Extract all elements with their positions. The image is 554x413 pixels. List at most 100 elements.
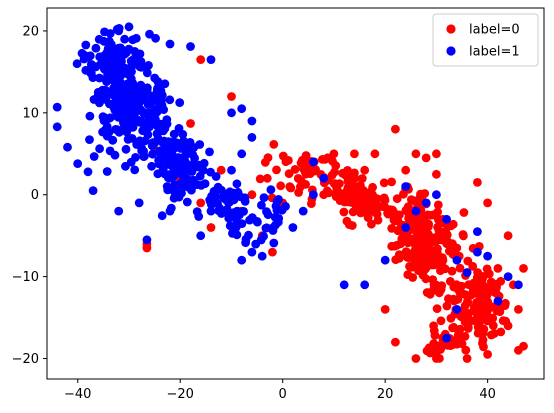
x-tick-label: −40 xyxy=(64,387,91,402)
data-point xyxy=(228,229,237,238)
data-point xyxy=(298,206,308,216)
data-point xyxy=(52,122,62,132)
data-point xyxy=(269,140,279,149)
data-point xyxy=(401,206,411,215)
data-point xyxy=(391,337,400,347)
data-point xyxy=(401,223,411,232)
data-point xyxy=(432,190,441,200)
data-point xyxy=(413,227,423,236)
data-point xyxy=(142,243,152,253)
points-layer xyxy=(52,22,528,363)
data-point xyxy=(285,182,295,192)
data-point xyxy=(120,34,129,44)
data-point xyxy=(188,150,198,160)
data-point xyxy=(154,156,164,165)
data-point xyxy=(433,222,442,232)
data-point xyxy=(503,272,513,281)
data-point xyxy=(394,250,404,259)
data-point xyxy=(209,186,219,196)
legend-label: label=0 xyxy=(469,23,520,38)
data-point xyxy=(407,195,416,205)
data-point xyxy=(206,55,216,64)
data-point xyxy=(120,117,130,127)
data-point xyxy=(81,65,91,75)
data-point xyxy=(192,207,202,217)
data-point xyxy=(270,212,280,222)
data-point xyxy=(257,251,267,261)
data-point xyxy=(259,193,269,203)
data-point xyxy=(115,50,125,60)
data-point xyxy=(468,261,478,271)
data-point xyxy=(462,354,472,363)
x-axis: −40 −20 0 20 40 xyxy=(64,379,496,402)
data-point xyxy=(206,206,216,216)
data-point xyxy=(493,264,503,273)
data-point xyxy=(429,280,439,289)
data-point xyxy=(488,321,498,330)
y-tick-label: 20 xyxy=(22,24,39,39)
data-point xyxy=(354,188,364,198)
data-point xyxy=(101,85,110,95)
y-tick-label: −10 xyxy=(12,270,39,285)
data-point xyxy=(459,208,469,217)
data-point xyxy=(424,222,433,231)
y-axis: −20 −10 0 10 20 xyxy=(12,24,47,367)
data-point xyxy=(139,109,149,119)
data-point xyxy=(350,149,359,159)
data-point xyxy=(153,169,163,179)
data-point xyxy=(432,169,441,179)
data-point xyxy=(294,188,303,197)
data-point xyxy=(483,350,492,359)
data-point xyxy=(157,95,166,105)
data-point xyxy=(134,198,144,208)
data-point xyxy=(272,165,281,175)
data-point xyxy=(453,330,463,340)
data-point xyxy=(226,210,236,220)
data-point xyxy=(331,161,341,171)
data-point xyxy=(380,195,390,205)
data-point xyxy=(387,224,397,233)
data-point xyxy=(247,190,257,200)
data-point xyxy=(97,52,107,62)
data-point xyxy=(380,255,390,265)
data-point xyxy=(496,276,506,286)
data-point xyxy=(380,305,390,314)
data-point xyxy=(144,119,154,129)
data-point xyxy=(263,153,273,163)
x-tick-label: 0 xyxy=(279,387,287,402)
data-point xyxy=(281,157,291,167)
data-point xyxy=(111,124,121,134)
data-point xyxy=(478,335,488,345)
data-point xyxy=(404,236,414,246)
data-point xyxy=(176,144,186,153)
data-point xyxy=(424,236,434,245)
data-point xyxy=(228,195,238,205)
data-point xyxy=(255,174,265,184)
data-point xyxy=(484,285,494,295)
data-point xyxy=(383,208,392,218)
data-point xyxy=(95,144,104,154)
data-point xyxy=(296,158,306,168)
data-point xyxy=(462,268,472,277)
data-point xyxy=(230,221,240,231)
data-point xyxy=(341,192,351,202)
data-point xyxy=(519,341,528,351)
data-point xyxy=(174,123,184,133)
data-point xyxy=(436,344,445,354)
data-point xyxy=(446,313,456,323)
data-point xyxy=(455,263,465,273)
data-point xyxy=(114,206,124,216)
data-point xyxy=(442,333,451,343)
data-point xyxy=(241,238,251,248)
data-point xyxy=(335,179,344,189)
data-point xyxy=(370,201,380,210)
data-point xyxy=(460,332,470,341)
data-point xyxy=(73,159,83,169)
data-point xyxy=(237,255,247,265)
data-point xyxy=(357,174,367,183)
data-point xyxy=(130,47,140,56)
data-point xyxy=(503,231,513,241)
data-point xyxy=(192,180,202,190)
data-point xyxy=(436,266,445,276)
data-point xyxy=(476,313,486,323)
